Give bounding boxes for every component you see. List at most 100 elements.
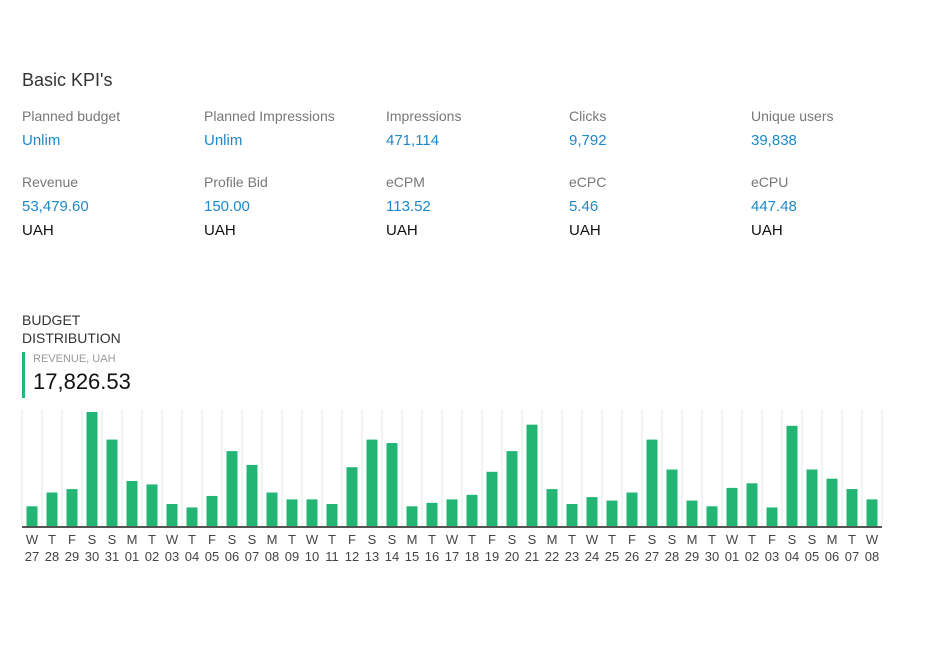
bar-06[interactable]	[826, 478, 838, 527]
kpi-label: Planned Impressions	[204, 108, 335, 124]
weekday-tick-label: S	[528, 532, 537, 547]
day-tick-label: 21	[525, 549, 539, 564]
day-tick-label: 07	[845, 549, 859, 564]
weekday-tick-label: W	[866, 532, 879, 547]
kpi-label: eCPU	[751, 174, 789, 190]
bar-14[interactable]	[386, 443, 398, 527]
bar-12[interactable]	[346, 467, 358, 527]
revenue-label: REVENUE, UAH	[33, 353, 116, 365]
kpi-value: Unlim	[22, 132, 61, 149]
weekday-tick-label: S	[248, 532, 257, 547]
bar-08[interactable]	[266, 492, 278, 528]
day-tick-label: 30	[85, 549, 99, 564]
bar-27[interactable]	[646, 439, 658, 527]
bar-01[interactable]	[126, 481, 138, 527]
day-tick-label: 01	[725, 549, 739, 564]
budget-distribution-title: BUDGET DISTRIBUTION	[22, 312, 121, 346]
weekday-tick-label: T	[608, 532, 616, 547]
kpi-value: 150.00	[204, 198, 250, 215]
bar-28[interactable]	[666, 469, 678, 528]
day-tick-label: 24	[585, 549, 599, 564]
bar-17[interactable]	[446, 499, 458, 527]
bar-30[interactable]	[706, 506, 718, 527]
day-tick-label: 19	[485, 549, 499, 564]
bar-05[interactable]	[206, 495, 218, 527]
day-tick-label: 04	[785, 549, 799, 564]
kpi-unit: UAH	[751, 222, 783, 239]
weekday-tick-label: F	[488, 532, 496, 547]
kpi-impressions: Impressions 471,114	[386, 107, 556, 151]
day-tick-label: 20	[505, 549, 519, 564]
bar-07[interactable]	[846, 489, 858, 527]
day-tick-label: 16	[425, 549, 439, 564]
bar-30[interactable]	[86, 412, 98, 527]
day-tick-label: 31	[105, 549, 119, 564]
day-tick-label: 08	[265, 549, 279, 564]
day-tick-label: 17	[445, 549, 459, 564]
bar-03[interactable]	[166, 504, 178, 527]
chart-grid	[21, 410, 883, 527]
weekday-tick-label: S	[388, 532, 397, 547]
bar-11[interactable]	[326, 504, 338, 527]
bar-20[interactable]	[506, 451, 518, 527]
bar-05[interactable]	[806, 469, 818, 528]
bar-27[interactable]	[26, 506, 38, 527]
bar-29[interactable]	[686, 500, 698, 527]
kpi-value: 9,792	[569, 132, 607, 149]
x-axis-labels: W 27 T 28 F 29 S 30 S 31 M 01 T 02 W 03 T 04 F 05 S 06 S 07 M 08 T…	[25, 532, 879, 564]
bar-08[interactable]	[866, 499, 878, 527]
weekday-tick-label: S	[228, 532, 237, 547]
day-tick-label: 01	[125, 549, 139, 564]
bar-04[interactable]	[186, 507, 198, 527]
day-tick-label: 08	[865, 549, 879, 564]
kpi-label: Planned budget	[22, 108, 121, 124]
weekday-tick-label: F	[68, 532, 76, 547]
weekday-tick-label: T	[148, 532, 156, 547]
kpi-unit: UAH	[386, 222, 418, 239]
day-tick-label: 06	[225, 549, 239, 564]
revenue-total: 17,826.53	[33, 369, 131, 394]
weekday-tick-label: S	[368, 532, 377, 547]
weekday-tick-label: T	[568, 532, 576, 547]
day-tick-label: 13	[365, 549, 379, 564]
day-tick-label: 23	[565, 549, 579, 564]
bar-06[interactable]	[226, 451, 238, 527]
bar-25[interactable]	[606, 500, 618, 527]
bar-22[interactable]	[546, 489, 558, 527]
bar-19[interactable]	[486, 471, 498, 527]
day-tick-label: 06	[825, 549, 839, 564]
bar-01[interactable]	[726, 487, 738, 527]
bar-03[interactable]	[766, 507, 778, 527]
bar-02[interactable]	[146, 484, 158, 527]
weekday-tick-label: S	[508, 532, 517, 547]
day-tick-label: 30	[705, 549, 719, 564]
day-tick-label: 09	[285, 549, 299, 564]
weekday-tick-label: T	[188, 532, 196, 547]
bar-21[interactable]	[526, 424, 538, 527]
bar-02[interactable]	[746, 483, 758, 527]
weekday-tick-label: T	[708, 532, 716, 547]
bar-31[interactable]	[106, 439, 118, 527]
bar-09[interactable]	[286, 499, 298, 527]
day-tick-label: 15	[405, 549, 419, 564]
bar-13[interactable]	[366, 439, 378, 527]
weekday-tick-label: W	[586, 532, 599, 547]
bar-28[interactable]	[46, 492, 58, 528]
bar-29[interactable]	[66, 489, 78, 527]
bar-26[interactable]	[626, 492, 638, 528]
weekday-tick-label: M	[407, 532, 418, 547]
kpi-clicks: Clicks 9,792	[569, 107, 739, 151]
bar-15[interactable]	[406, 506, 418, 527]
bar-04[interactable]	[786, 425, 798, 527]
weekday-tick-label: M	[827, 532, 838, 547]
bar-24[interactable]	[586, 497, 598, 527]
bar-23[interactable]	[566, 504, 578, 527]
day-tick-label: 02	[745, 549, 759, 564]
bar-16[interactable]	[426, 502, 438, 527]
kpi-value: 53,479.60	[22, 198, 89, 215]
page-title: Basic KPI's	[22, 70, 113, 90]
bar-07[interactable]	[246, 464, 258, 527]
kpi-ecpc: eCPC 5.46 UAH	[569, 173, 739, 241]
bar-10[interactable]	[306, 499, 318, 527]
bar-18[interactable]	[466, 494, 478, 527]
